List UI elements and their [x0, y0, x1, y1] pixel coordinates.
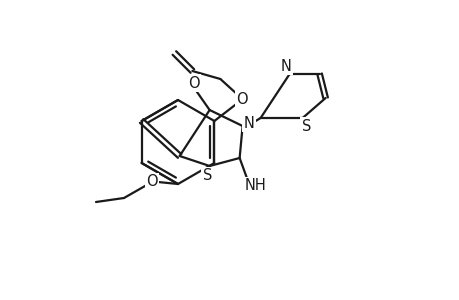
Text: O: O	[187, 76, 199, 91]
Text: O: O	[236, 92, 248, 106]
Text: NH: NH	[244, 178, 266, 194]
Text: S: S	[301, 118, 311, 134]
Text: O: O	[146, 175, 157, 190]
Text: S: S	[202, 169, 212, 184]
Text: N: N	[280, 58, 291, 74]
Text: N: N	[243, 116, 253, 130]
